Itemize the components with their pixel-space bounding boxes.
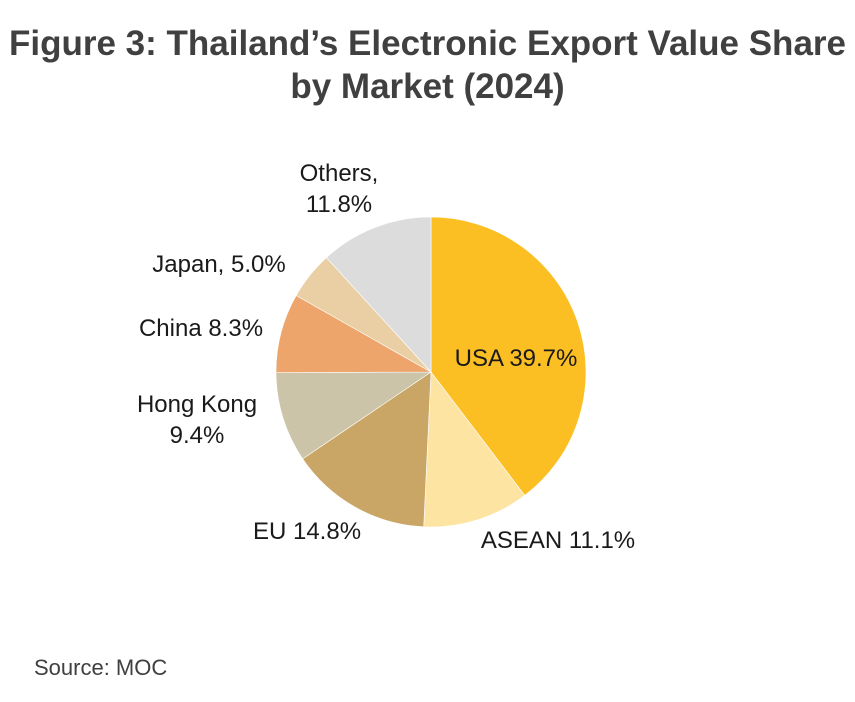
data-label-others: Others, 11.8%	[300, 160, 379, 218]
pie-slice-eu	[302, 371, 432, 528]
chart-title-line-2: by Market (2024)	[290, 67, 565, 106]
pie-slice-asean	[423, 371, 526, 528]
data-label-japan: Japan, 5.0%	[152, 251, 285, 278]
data-label-hong-kong: Hong Kong 9.4%	[137, 391, 257, 449]
data-label-usa: USA 39.7%	[455, 345, 578, 372]
source-note: Source: MOC	[34, 655, 168, 680]
chart-title-line-1: Figure 3: Thailand’s Electronic Export V…	[9, 24, 846, 63]
pie-labels: USA 39.7% ASEAN 11.1% EU 14.8% Hong Kong 9.4…	[137, 160, 635, 554]
pie-slices	[275, 216, 587, 528]
pie-slice-hong-kong	[275, 371, 432, 460]
data-label-asean: ASEAN 11.1%	[481, 527, 635, 554]
data-label-eu: EU 14.8%	[253, 518, 361, 545]
pie-slice-usa	[430, 216, 587, 496]
data-label-china: China 8.3%	[139, 315, 263, 342]
chart-title: Figure 3: Thailand’s Electronic Export V…	[0, 22, 855, 108]
pie-slice-others	[325, 216, 432, 373]
